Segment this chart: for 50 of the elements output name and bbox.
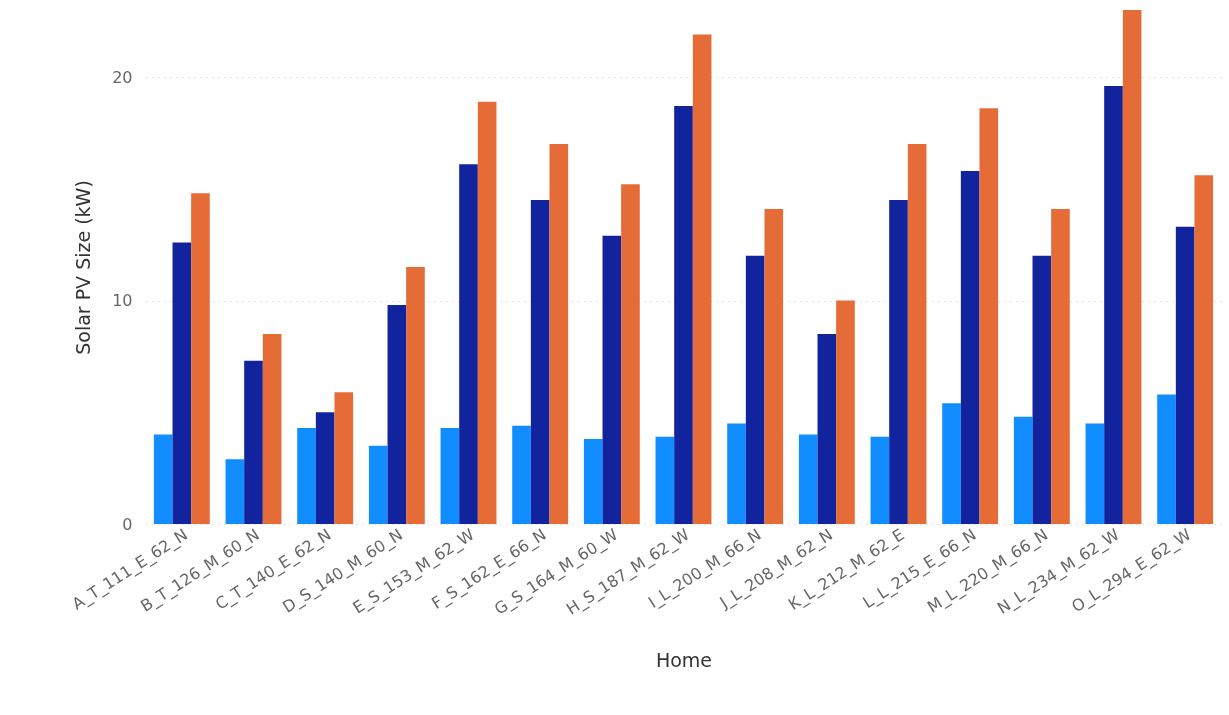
bar	[674, 106, 693, 524]
bar	[942, 403, 961, 524]
bar	[1122, 10, 1142, 524]
bar	[334, 392, 354, 524]
bar	[836, 300, 855, 524]
bar	[745, 255, 765, 524]
bar	[960, 170, 980, 524]
bar	[549, 144, 569, 524]
y-tick-label: 20	[112, 67, 133, 87]
bar	[1104, 85, 1123, 524]
bar	[1194, 175, 1214, 524]
bar	[621, 184, 640, 524]
y-tick-label: 0	[122, 514, 133, 534]
bar	[1013, 416, 1033, 524]
bar	[1051, 208, 1070, 524]
bar	[153, 434, 173, 524]
bar	[262, 334, 282, 524]
bar	[907, 144, 927, 524]
bar	[530, 199, 550, 524]
bar	[817, 334, 837, 524]
bar	[764, 208, 784, 524]
bar	[477, 101, 497, 524]
bar	[1032, 255, 1052, 524]
bar	[315, 412, 335, 524]
bar	[889, 199, 908, 524]
bar	[406, 267, 425, 524]
bar	[602, 235, 622, 524]
bar	[225, 459, 245, 524]
y-tick-label: 10	[112, 291, 133, 311]
bar	[655, 436, 675, 524]
bar	[583, 439, 603, 524]
bar	[798, 434, 818, 524]
bar	[979, 108, 999, 524]
bar	[727, 423, 746, 524]
bar	[459, 164, 478, 524]
bar	[191, 193, 210, 524]
y-axis-title: Solar PV Size (kW)	[72, 180, 95, 355]
bar	[297, 427, 316, 524]
bar	[440, 427, 460, 524]
bar	[512, 425, 531, 524]
bar	[1175, 226, 1195, 524]
bar	[1085, 423, 1105, 524]
bar	[1157, 394, 1176, 524]
bar	[387, 304, 407, 524]
bar	[692, 34, 712, 524]
bar	[368, 445, 388, 524]
x-axis-title: Home	[655, 648, 713, 671]
bar	[244, 360, 263, 524]
bar	[870, 436, 890, 524]
bar	[172, 242, 192, 524]
